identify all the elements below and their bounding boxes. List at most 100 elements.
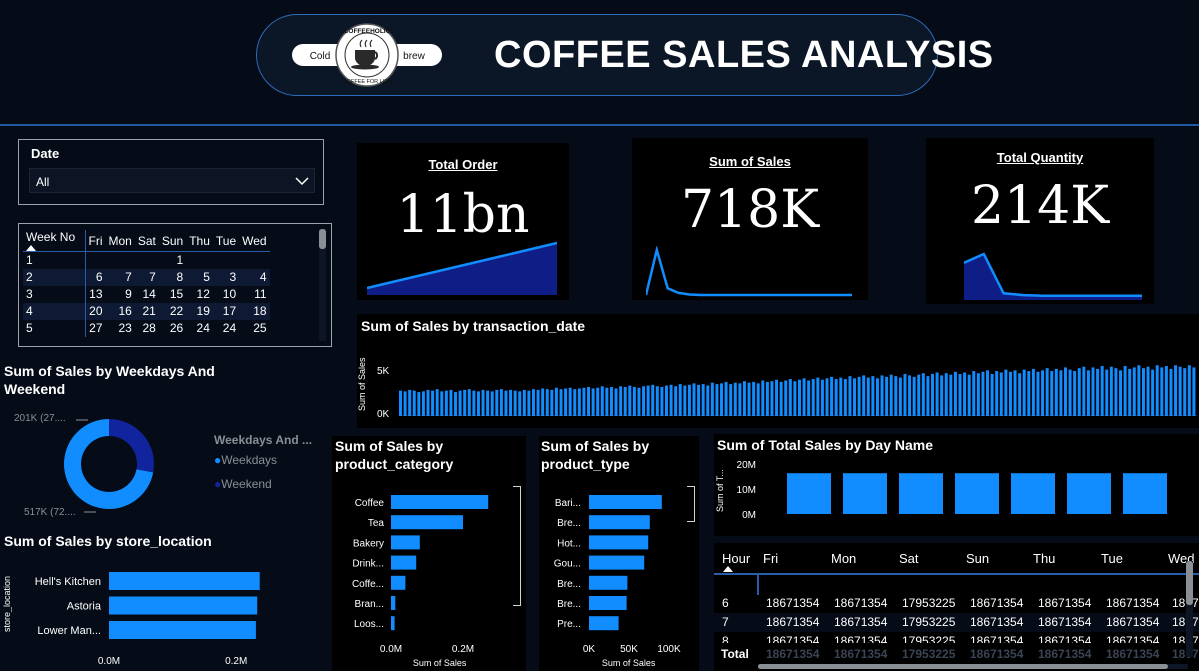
scrollbar-thumb[interactable] bbox=[758, 664, 1168, 669]
kpi-title: Total Quantity bbox=[996, 150, 1084, 165]
date-bar bbox=[1169, 368, 1173, 416]
bar bbox=[589, 596, 627, 610]
date-bar bbox=[435, 389, 439, 416]
sparkline-area bbox=[367, 243, 557, 295]
date-bar bbox=[963, 372, 967, 416]
sparkline-line bbox=[367, 241, 557, 290]
table-row: 2 6 7 7 8 5 3 4 bbox=[23, 268, 270, 286]
table-cell: 18671354 bbox=[1038, 596, 1092, 610]
date-bar bbox=[1109, 366, 1113, 416]
date-bar bbox=[894, 376, 898, 416]
weekday-weekend-panel: Sum of Sales by Weekdays And Weekend 201… bbox=[0, 360, 322, 526]
table-cell: 9 bbox=[125, 287, 132, 301]
table-cell: 18671354 bbox=[970, 615, 1024, 629]
date-bar bbox=[752, 381, 756, 416]
chart-title-line1: Sum of Sales by Weekdays And bbox=[4, 363, 215, 379]
table-cell: 12 bbox=[196, 287, 210, 301]
hour-header[interactable]: Hour bbox=[722, 551, 751, 566]
column-header[interactable]: Mon bbox=[831, 551, 857, 566]
table-cell: 18671354 bbox=[1106, 596, 1160, 610]
hour-table-hscroll[interactable] bbox=[758, 664, 1188, 669]
date-bar bbox=[591, 388, 595, 416]
date-bar bbox=[944, 373, 948, 416]
bar-category-label: Bre... bbox=[557, 518, 581, 529]
kpi-card-total-quantity: Total Quantity 214K bbox=[926, 138, 1154, 304]
column-header[interactable]: Sat bbox=[899, 551, 919, 566]
bar-category-label: Lower Man... bbox=[37, 625, 101, 637]
kpi-sparkline bbox=[964, 252, 1142, 300]
bar-category-label: Drink... bbox=[352, 559, 384, 570]
column-header[interactable]: Fri bbox=[763, 551, 779, 566]
day-bar bbox=[1123, 473, 1167, 514]
date-bar bbox=[871, 376, 875, 416]
week-no-header[interactable]: Week No bbox=[23, 230, 86, 252]
date-bar bbox=[1059, 370, 1063, 416]
date-bar bbox=[1183, 368, 1187, 416]
day-bar-chart: 20M 10M 0M bbox=[737, 460, 1167, 521]
date-bar bbox=[839, 377, 843, 416]
table-cell: 1 bbox=[23, 251, 86, 269]
logo-ring-top-text: COFFEEHOLIC bbox=[344, 28, 391, 35]
column-header[interactable]: Fri bbox=[85, 230, 106, 252]
legend-item-weekdays[interactable]: ●Weekdays bbox=[214, 453, 278, 467]
date-bar bbox=[715, 384, 719, 416]
date-bar bbox=[1141, 368, 1145, 416]
date-bar bbox=[990, 373, 994, 416]
category-scroll-bracket[interactable] bbox=[513, 486, 521, 606]
column-header[interactable]: Tue bbox=[212, 230, 240, 252]
bar-category-label: Hot... bbox=[557, 538, 581, 549]
bar bbox=[589, 515, 650, 530]
bar-category-label: Coffe... bbox=[352, 579, 384, 590]
table-cell: 6 bbox=[722, 596, 729, 610]
table-cell: 2 bbox=[23, 268, 86, 286]
column-header[interactable]: Mon bbox=[105, 230, 135, 252]
product-category-panel: Sum of Sales by product_category Coffee T… bbox=[332, 436, 526, 671]
date-bar bbox=[1164, 365, 1168, 416]
column-header[interactable]: Thu bbox=[186, 230, 213, 252]
bar bbox=[589, 575, 628, 590]
date-bar bbox=[820, 379, 824, 416]
table-cell: 25 bbox=[253, 321, 267, 335]
legend-item-weekend[interactable]: ●Weekend bbox=[214, 477, 272, 491]
date-bar bbox=[747, 382, 751, 416]
date-bar bbox=[1036, 371, 1040, 416]
hour-table-body: 6 18671354 18671354 17953225 18671354 1867135… bbox=[714, 595, 1199, 647]
table-cell: 16 bbox=[105, 302, 135, 320]
column-header[interactable]: Thu bbox=[1033, 551, 1056, 566]
hour-table-vscroll[interactable] bbox=[1186, 561, 1193, 657]
date-bar bbox=[912, 376, 916, 416]
date-bar bbox=[903, 373, 907, 416]
column-header[interactable]: Sat bbox=[134, 230, 159, 252]
date-bar bbox=[499, 389, 503, 416]
column-header[interactable]: Sun bbox=[966, 551, 990, 566]
chart-title-line2: product_category bbox=[335, 456, 454, 472]
column-header[interactable]: Sun bbox=[158, 230, 187, 252]
column-header[interactable]: Wed bbox=[239, 230, 270, 252]
day-name-panel: Sum of Total Sales by Day Name Sum of T.… bbox=[714, 434, 1199, 536]
bar-category-label: Hell's Kitchen bbox=[35, 576, 101, 588]
type-scroll-bracket[interactable] bbox=[687, 486, 695, 522]
week-table-scrollbar[interactable] bbox=[319, 229, 326, 341]
scrollbar-thumb[interactable] bbox=[1186, 561, 1193, 605]
table-cell: 13 bbox=[89, 287, 103, 301]
table-cell: 4 bbox=[239, 268, 270, 286]
bar bbox=[391, 575, 406, 590]
date-dropdown[interactable]: All bbox=[29, 168, 315, 193]
day-bar bbox=[787, 473, 831, 514]
date-bar bbox=[495, 389, 499, 416]
total-cell: 18671354 bbox=[834, 647, 888, 661]
date-bar bbox=[545, 389, 549, 416]
x-tick-label: 0.2M bbox=[452, 644, 474, 655]
column-header[interactable]: Tue bbox=[1101, 551, 1123, 566]
y-axis-label: store_location bbox=[2, 575, 12, 633]
date-bar bbox=[674, 386, 678, 416]
chevron-down-icon bbox=[295, 177, 309, 186]
date-bar bbox=[440, 391, 444, 416]
date-bar bbox=[798, 379, 801, 416]
sparkline-line bbox=[964, 252, 1142, 297]
date-bar bbox=[1187, 365, 1191, 416]
date-bar bbox=[733, 382, 737, 416]
scrollbar-thumb[interactable] bbox=[319, 229, 326, 249]
bar bbox=[391, 616, 395, 631]
date-bar bbox=[476, 391, 480, 416]
